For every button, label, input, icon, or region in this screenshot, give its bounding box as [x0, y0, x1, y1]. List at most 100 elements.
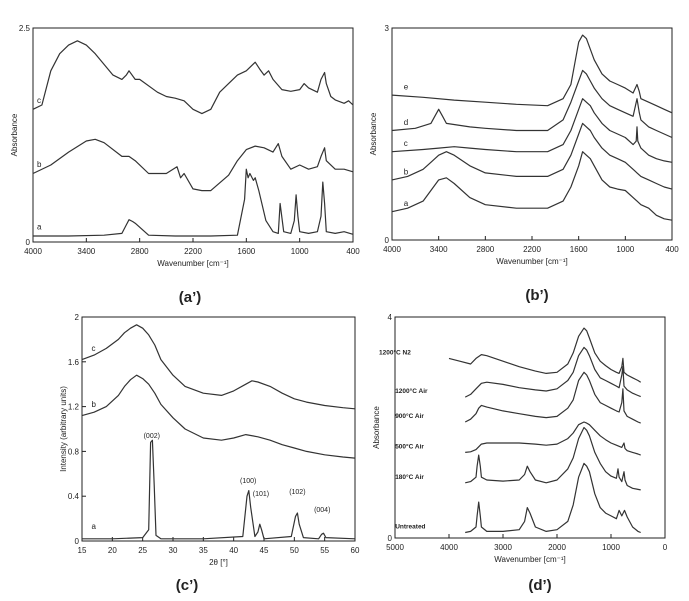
- peak-annotation: (100): [240, 478, 256, 485]
- peak-annotation: (101): [253, 491, 269, 498]
- series-label: d: [404, 118, 408, 127]
- series-line-b: [32, 138, 354, 192]
- series-line-a: [391, 151, 673, 221]
- x-axis-label: Wavenumber [cm⁻¹]: [157, 259, 229, 268]
- series-line-e: [391, 34, 673, 114]
- x-tick-label: 3400: [430, 245, 448, 254]
- x-tick-label: 35: [199, 546, 208, 555]
- y-tick-label: 0: [75, 537, 80, 546]
- series-line-c: [391, 98, 673, 163]
- x-tick-label: 4000: [24, 247, 42, 256]
- caption-c: (c’): [176, 577, 199, 594]
- caption-d: (d’): [528, 577, 551, 594]
- series-label: b: [37, 160, 42, 169]
- plot-frame: [32, 27, 354, 243]
- x-tick-label: 3400: [77, 247, 95, 256]
- series-label: 180°C Air: [395, 473, 424, 481]
- x-tick-label: 60: [351, 546, 360, 555]
- x-tick-label: 15: [78, 546, 87, 555]
- series-line-c: [32, 40, 354, 115]
- y-tick-label: 1.6: [68, 358, 80, 367]
- x-tick-label: 400: [346, 247, 360, 256]
- series-line-180-c-air: [465, 426, 641, 491]
- y-tick-label: 0.4: [68, 492, 80, 501]
- x-tick-label: 55: [320, 546, 329, 555]
- plot-frame: [394, 316, 666, 539]
- series-label: a: [91, 522, 96, 531]
- series-line-a: [82, 439, 356, 540]
- series-label: Untreated: [395, 523, 425, 530]
- series-label: 500°C Air: [395, 442, 424, 450]
- x-tick-label: 2000: [548, 543, 566, 552]
- x-axis-label: 2θ [°]: [209, 558, 228, 567]
- series-label: 1200°C Air: [395, 387, 428, 395]
- y-axis-label: Intensity (arbitrary units): [59, 386, 68, 472]
- caption-b: (b’): [525, 287, 548, 304]
- y-tick-label: 4: [388, 313, 393, 322]
- series-label: e: [404, 83, 409, 92]
- series-line-500-c-air: [465, 421, 641, 456]
- x-tick-label: 20: [108, 546, 117, 555]
- series-line-1200-c-n2: [448, 327, 642, 383]
- peak-annotation: (102): [289, 489, 305, 496]
- x-tick-label: 2200: [523, 245, 541, 254]
- series-label: c: [91, 344, 95, 353]
- x-tick-label: 400: [665, 245, 679, 254]
- y-tick-label: 2: [75, 313, 80, 322]
- series-line-c: [81, 324, 356, 410]
- y-axis-label: Absorbance: [10, 113, 19, 156]
- series-line-1200-c-air: [464, 346, 641, 398]
- x-tick-label: 45: [260, 546, 269, 555]
- series-label: a: [37, 223, 42, 232]
- x-tick-label: 1000: [602, 543, 620, 552]
- series-label: b: [91, 400, 96, 409]
- series-line-d: [391, 69, 673, 139]
- x-tick-label: 3000: [494, 543, 512, 552]
- x-tick-label: 4000: [440, 543, 458, 552]
- series-line-b: [391, 122, 673, 190]
- series-label: 900°C Air: [395, 412, 424, 420]
- plot-frame: [81, 316, 356, 542]
- series-label: b: [404, 167, 409, 176]
- y-axis-label: Absorbance: [372, 406, 381, 449]
- y-tick-label: 1.2: [68, 403, 80, 412]
- x-tick-label: 1600: [237, 247, 255, 256]
- x-tick-label: 4000: [383, 245, 401, 254]
- x-tick-label: 1000: [291, 247, 309, 256]
- panel-d-chart: 5000 4000 3000 2000 1000 0 0 4 Wavenumber [cm⁻¹]…: [372, 313, 668, 564]
- peak-annotation: (002): [144, 433, 160, 440]
- caption-a: (a’): [179, 289, 202, 306]
- panel-b-chart: 4000 3400 2800 2200 1600 1000 40003Wavenumber …: [369, 24, 679, 266]
- y-tick-label: 0: [388, 534, 393, 543]
- x-tick-label: 50: [290, 546, 299, 555]
- series-label: a: [404, 199, 409, 208]
- x-tick-label: 30: [169, 546, 178, 555]
- series-label: 1200°C N2: [379, 348, 411, 356]
- peak-annotation: (004): [314, 507, 330, 514]
- series-line-b: [81, 374, 356, 459]
- x-tick-label: 25: [138, 546, 147, 555]
- x-tick-label: 5000: [386, 543, 404, 552]
- y-tick-label: 2.5: [19, 24, 31, 33]
- panel-a-chart: 4000 3400 2800 2200 1600 1000 40002.5Wavenumbe…: [10, 24, 360, 268]
- x-tick-label: 40: [229, 546, 238, 555]
- x-tick-label: 2800: [476, 245, 494, 254]
- x-tick-label: 1000: [616, 245, 634, 254]
- y-tick-label: 0: [385, 236, 390, 245]
- x-axis-label: Wavenumber [cm⁻¹]: [494, 555, 566, 564]
- y-tick-label: 0.8: [68, 447, 80, 456]
- x-tick-label: 2800: [131, 247, 149, 256]
- series-line-untreated: [465, 462, 641, 534]
- series-line-900-c-air: [464, 371, 641, 424]
- x-tick-label: 2200: [184, 247, 202, 256]
- y-tick-label: 3: [385, 24, 390, 33]
- series-line-a: [33, 168, 354, 237]
- x-axis-label: Wavenumber [cm⁻¹]: [496, 257, 568, 266]
- panel-c-chart: 15 20 25 30 35 40 45 50 55 60 0 0.4 0.8 1.2 1.6 2 2θ [°]…: [59, 313, 360, 567]
- series-label: c: [37, 96, 41, 105]
- y-tick-label: 0: [26, 238, 31, 247]
- series-label: c: [404, 139, 408, 148]
- x-tick-label: 1600: [570, 245, 588, 254]
- y-axis-label: Absorbance: [369, 112, 378, 155]
